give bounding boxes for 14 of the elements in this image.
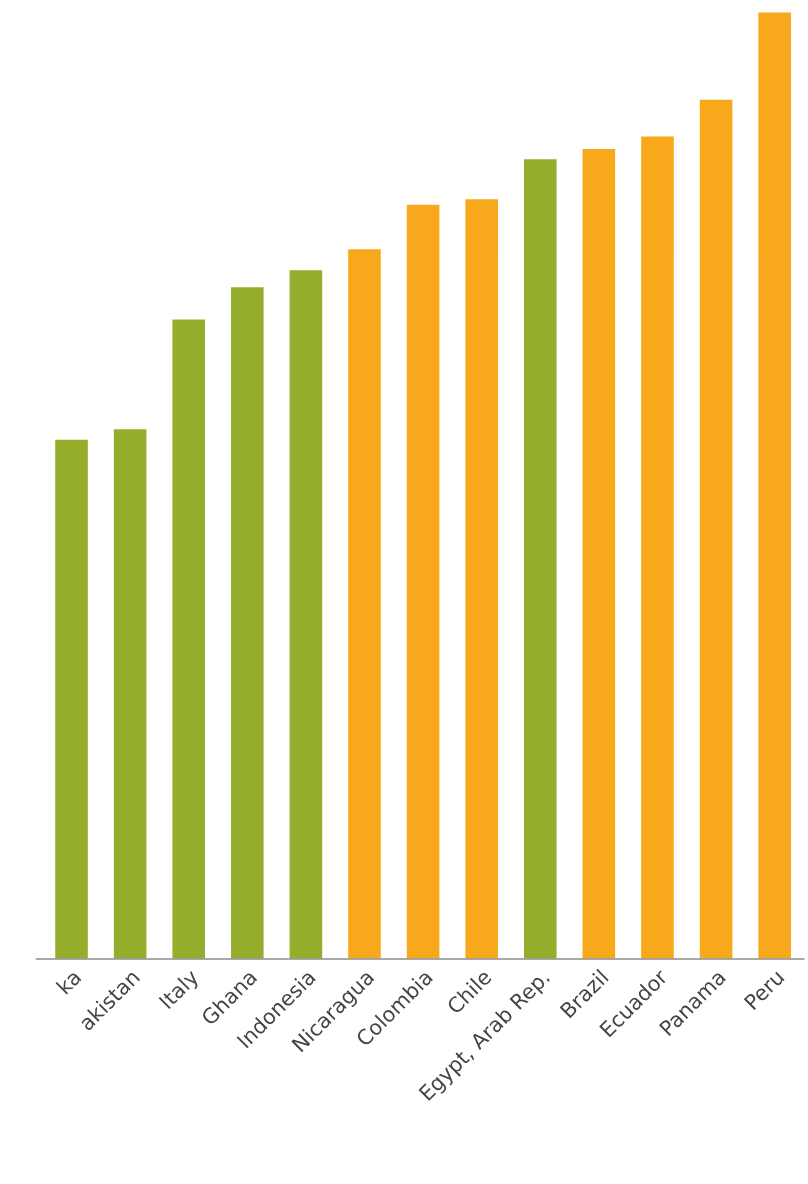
bar: [346, 247, 383, 960]
bar: [639, 135, 676, 960]
bar: [229, 285, 265, 960]
bar: [53, 438, 90, 960]
bar: [581, 147, 617, 960]
x-tick-label: ka: [55, 968, 82, 995]
bar: [405, 203, 441, 960]
bar: [288, 268, 324, 960]
bar: [522, 157, 558, 960]
bar: [698, 98, 734, 960]
bar: [171, 318, 207, 960]
bar: [112, 427, 148, 960]
bar: [463, 197, 500, 960]
bar: [756, 11, 793, 960]
